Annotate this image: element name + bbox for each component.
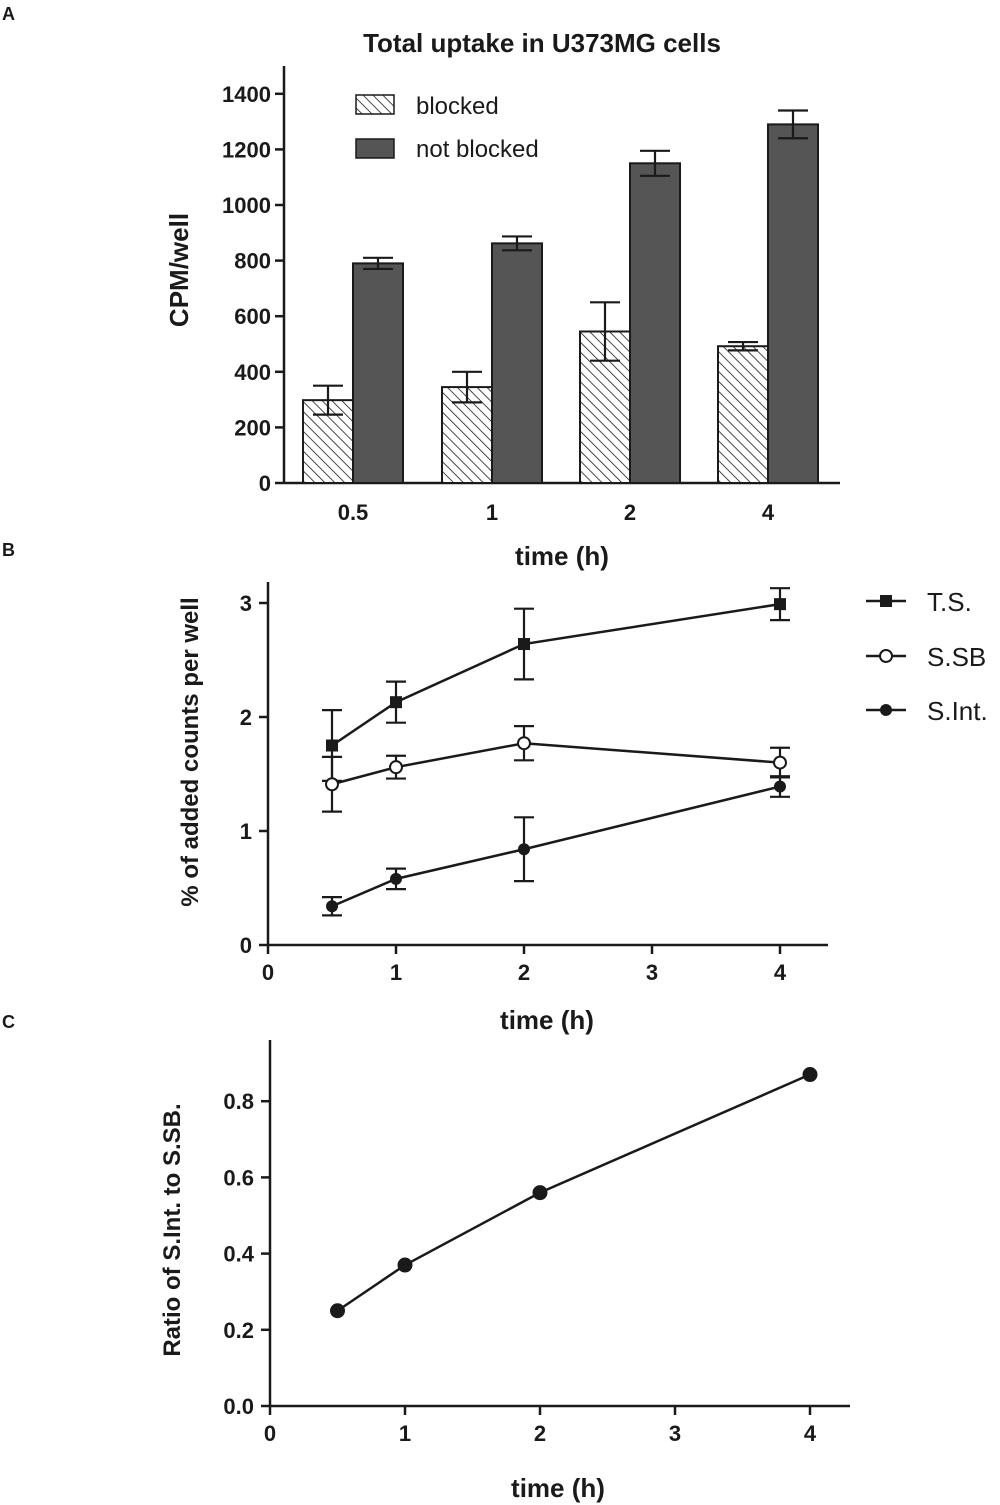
chart-a-ylabel: CPM/well — [164, 213, 194, 327]
chart-c-xtick-label-0: 0 — [264, 1421, 276, 1446]
chart-a-ytick-label-0: 0 — [259, 471, 271, 496]
legend-label-ts: T.S. — [927, 587, 972, 617]
chart-b-ylabel: % of added counts per well — [177, 597, 204, 906]
chart-b-axes — [266, 582, 828, 947]
bar-not-blocked-0 — [352, 262, 404, 484]
chart-b-point-0-2 — [518, 638, 530, 651]
chart-b-xtick-label-4: 4 — [774, 960, 787, 985]
legend-marker-sint — [880, 704, 892, 716]
chart-c-xtick-label-1: 1 — [399, 1421, 411, 1446]
panel-a: A Total uptake in U373MG cells 0 200 400 60… — [2, 4, 840, 571]
chart-c-ticks: 0 1 2 3 4 0.0 0.2 0.4 0.6 0.8 — [223, 1089, 816, 1446]
chart-b-point-0-3 — [774, 598, 786, 611]
chart-a-ytick-label-3: 600 — [234, 304, 271, 329]
chart-a-xtick-label-3: 4 — [762, 500, 775, 525]
chart-c-point-0-1 — [397, 1257, 413, 1273]
chart-c-ytick-label-0: 0.0 — [223, 1394, 254, 1419]
chart-c-xtick-label-3: 3 — [669, 1421, 681, 1446]
chart-b-point-1-1 — [389, 760, 403, 775]
panel-label-c: C — [2, 1012, 15, 1032]
chart-a-bars — [302, 109, 819, 485]
chart-a-title: Total uptake in U373MG cells — [363, 28, 721, 58]
chart-b-xtick-label-0: 0 — [262, 960, 274, 985]
chart-c-point-0-0 — [330, 1303, 345, 1319]
chart-b-point-2-0 — [326, 900, 338, 913]
chart-c-ylabel: Ratio of S.Int. to S.SB. — [159, 1103, 186, 1356]
chart-b-series-line-0 — [331, 602, 781, 747]
chart-a-ytick-label-5: 1000 — [222, 193, 271, 218]
legend-marker-ts — [880, 595, 892, 607]
chart-b-point-1-0 — [325, 777, 339, 792]
legend-label-blocked: blocked — [416, 93, 499, 120]
chart-c-xtick-label-4: 4 — [804, 1421, 817, 1446]
chart-a-xtick-label-2: 2 — [624, 500, 636, 525]
legend-swatch-blocked — [355, 94, 395, 115]
chart-b-point-2-3 — [774, 780, 786, 793]
chart-b-ytick-label-3: 3 — [240, 591, 252, 616]
chart-a-legend: blocked not blocked — [355, 93, 539, 163]
chart-c-point-0-2 — [532, 1185, 548, 1201]
chart-a-xtick-label-1: 1 — [486, 500, 498, 525]
chart-c-xlabel: time (h) — [511, 1473, 605, 1503]
chart-b-xlabel: time (h) — [500, 1005, 594, 1035]
legend-label-not-blocked: not blocked — [416, 136, 539, 163]
panel-c: C 0 1 2 3 4 0.0 0.2 0.4 0.6 0.8 Ratio of S.Int. t… — [2, 1012, 850, 1503]
legend-swatch-not-blocked — [355, 138, 395, 159]
chart-b-point-1-2 — [517, 736, 531, 751]
bar-not-blocked-1 — [491, 242, 543, 484]
legend-marker-ssb — [879, 649, 893, 663]
chart-a-ticks: 0 200 400 600 800 1000 1200 1400 0.5 1 2 4 — [222, 82, 775, 525]
chart-a-ytick-label-7: 1400 — [222, 82, 271, 107]
legend-label-ssb: S.SB — [927, 642, 986, 672]
chart-a-xlabel: time (h) — [515, 541, 609, 571]
chart-a-ytick-label-2: 400 — [234, 360, 271, 385]
chart-a-ytick-label-1: 200 — [234, 415, 271, 440]
chart-b-point-1-3 — [773, 755, 787, 770]
chart-c-ytick-label-3: 0.6 — [223, 1165, 254, 1190]
legend-label-sint: S.Int. — [927, 696, 988, 726]
chart-b-point-0-1 — [390, 696, 402, 709]
panel-label-b: B — [2, 540, 15, 560]
chart-b-point-2-1 — [390, 872, 402, 885]
chart-b-xtick-label-3: 3 — [646, 960, 658, 985]
chart-c-ytick-label-1: 0.2 — [223, 1318, 254, 1343]
chart-b-ytick-label-0: 0 — [240, 933, 252, 958]
chart-b-point-0-0 — [326, 739, 338, 752]
bar-not-blocked-3 — [767, 123, 819, 484]
chart-b-series-line-1 — [331, 741, 781, 786]
chart-c-xtick-label-2: 2 — [534, 1421, 546, 1446]
chart-c-series — [330, 1067, 818, 1319]
chart-a-xtick-label-0: 0.5 — [338, 500, 369, 525]
chart-a-ytick-label-6: 1200 — [222, 137, 271, 162]
chart-b-ticks: 0 1 2 3 4 0 1 2 3 — [240, 591, 787, 985]
bar-blocked-3 — [717, 345, 769, 484]
chart-a-ytick-label-4: 800 — [234, 249, 271, 274]
bar-not-blocked-2 — [629, 162, 681, 485]
chart-b-ytick-label-2: 2 — [240, 705, 252, 730]
chart-b-series — [322, 587, 790, 917]
chart-b-series-line-2 — [331, 785, 781, 908]
chart-c-ytick-label-2: 0.4 — [223, 1242, 254, 1267]
chart-c-ytick-label-4: 0.8 — [223, 1089, 254, 1114]
chart-c-series-line-0 — [336, 1073, 811, 1312]
chart-b-xtick-label-1: 1 — [390, 960, 402, 985]
panel-label-a: A — [2, 4, 15, 24]
panel-b: B 0 1 2 3 4 0 1 2 3 % of added counts per well t… — [2, 540, 988, 1035]
chart-b-xtick-label-2: 2 — [518, 960, 530, 985]
chart-b-point-2-2 — [518, 843, 530, 856]
chart-b-legend: T.S. S.SB S.Int. — [866, 587, 988, 726]
chart-b-ytick-label-1: 1 — [240, 819, 252, 844]
chart-c-point-0-3 — [802, 1067, 818, 1083]
